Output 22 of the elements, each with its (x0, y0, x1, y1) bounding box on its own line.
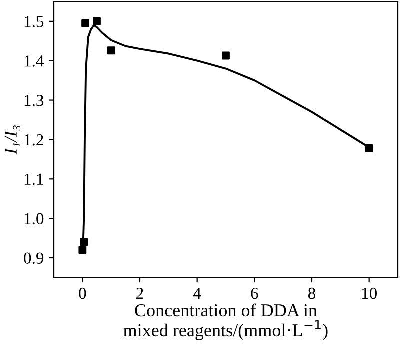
x-tick-label: 2 (136, 288, 144, 300)
point (365, 144, 374, 152)
point (222, 52, 230, 60)
point (80, 238, 88, 246)
point (78, 246, 87, 254)
y-tick-label: 1.4 (24, 56, 44, 67)
point (93, 17, 101, 26)
point (82, 19, 90, 28)
x-tick-label: 8 (308, 288, 316, 300)
x-axis-title: Concentration of DDA in mixed reagents/(mmol·L$^{−1}$) (124, 304, 328, 340)
y-tick-label: 1.2 (24, 134, 44, 146)
y-tick-label: 1.0 (24, 213, 44, 225)
y-tick-label: 1.5 (24, 16, 44, 28)
x-tick-label: 10 (362, 288, 378, 300)
y-tick-label: 1.1 (24, 174, 44, 186)
x-tick-label: 0 (79, 288, 86, 300)
x-tick-label: 6 (251, 288, 258, 300)
y-axis-title: I₁/I₃ (4, 126, 21, 155)
y-tick-label: 0.9 (24, 252, 44, 264)
y-tick-label: 1.3 (24, 95, 44, 106)
point (107, 46, 116, 55)
x-tick-label: 4 (193, 288, 202, 300)
